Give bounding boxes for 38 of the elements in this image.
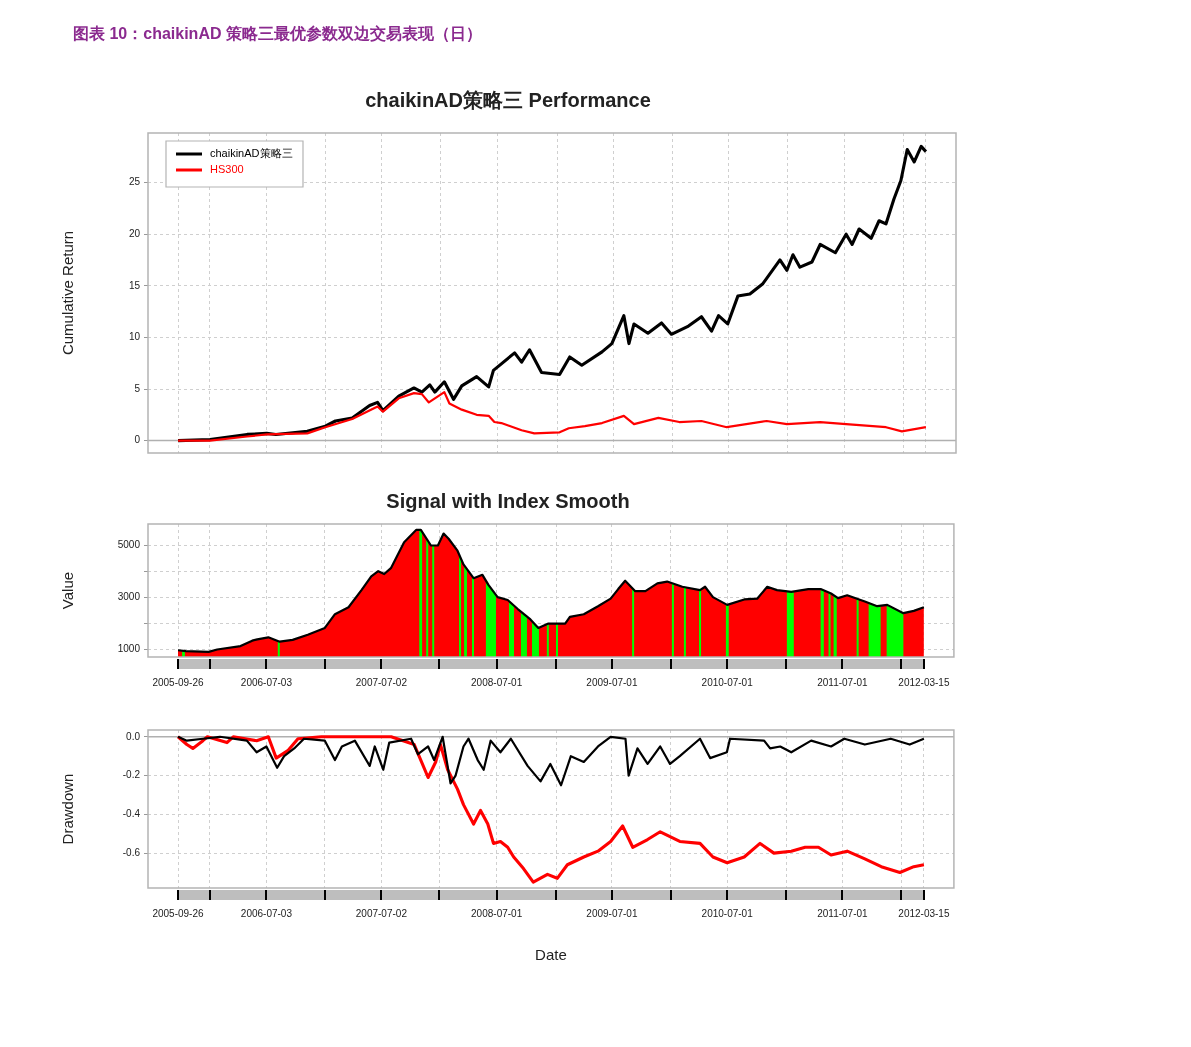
y-tick-label: -0.4 bbox=[122, 808, 141, 820]
y-tick-label: 0.0 bbox=[126, 730, 141, 742]
text: 图表 10：chaikinAD 策略三最优参数双边交易表现（日） bbox=[73, 24, 482, 44]
x-tick-label: 2011-07-01 bbox=[817, 676, 869, 688]
y-tick-label: 25 bbox=[128, 176, 141, 188]
y-tick-label: -0.6 bbox=[122, 846, 141, 858]
x-tick-label: 2008-07-01 bbox=[471, 907, 523, 919]
x-tick-label: 2011-07-01 bbox=[817, 907, 869, 919]
x-tick-label: 2009-07-01 bbox=[586, 676, 638, 688]
y-tick-label: 10 bbox=[128, 331, 141, 343]
y-tick-label: -0.2 bbox=[122, 769, 141, 781]
x-tick-label: 2009-07-01 bbox=[586, 907, 638, 919]
x-tick-label: 2007-07-02 bbox=[355, 676, 408, 688]
y-tick-label: 3000 bbox=[117, 591, 141, 603]
y-axis-title: Cumulative Return bbox=[59, 230, 77, 356]
x-tick-label: 2012-03-15 bbox=[898, 907, 950, 919]
x-tick-label: 2006-07-03 bbox=[240, 676, 293, 688]
x-tick-label: 2006-07-03 bbox=[240, 907, 293, 919]
legend-label: chaikinAD策略三 bbox=[210, 147, 293, 160]
y-axis-title: Value bbox=[59, 571, 77, 610]
x-tick-label: 2010-07-01 bbox=[701, 907, 754, 919]
chart-title: chaikinAD策略三 Performance bbox=[365, 88, 651, 111]
x-axis-title: Date bbox=[535, 946, 567, 964]
x-tick-label: 2012-03-15 bbox=[898, 676, 950, 688]
x-tick-label: 2005-09-26 bbox=[152, 907, 205, 919]
y-tick-label: 20 bbox=[128, 227, 141, 239]
y-axis-title: Drawdown bbox=[59, 773, 77, 845]
y-tick-label: 15 bbox=[128, 279, 141, 291]
chart-title: Signal with Index Smooth bbox=[386, 489, 630, 512]
y-tick-label: 0 bbox=[134, 434, 141, 446]
y-tick-label: 5000 bbox=[117, 539, 141, 551]
x-tick-label: 2007-07-02 bbox=[355, 907, 408, 919]
legend-label: HS300 bbox=[210, 163, 244, 176]
y-tick-label: 1000 bbox=[117, 642, 141, 654]
y-tick-label: 5 bbox=[134, 382, 141, 394]
x-tick-label: 2008-07-01 bbox=[471, 676, 523, 688]
x-tick-label: 2005-09-26 bbox=[152, 676, 205, 688]
x-tick-label: 2010-07-01 bbox=[701, 676, 754, 688]
